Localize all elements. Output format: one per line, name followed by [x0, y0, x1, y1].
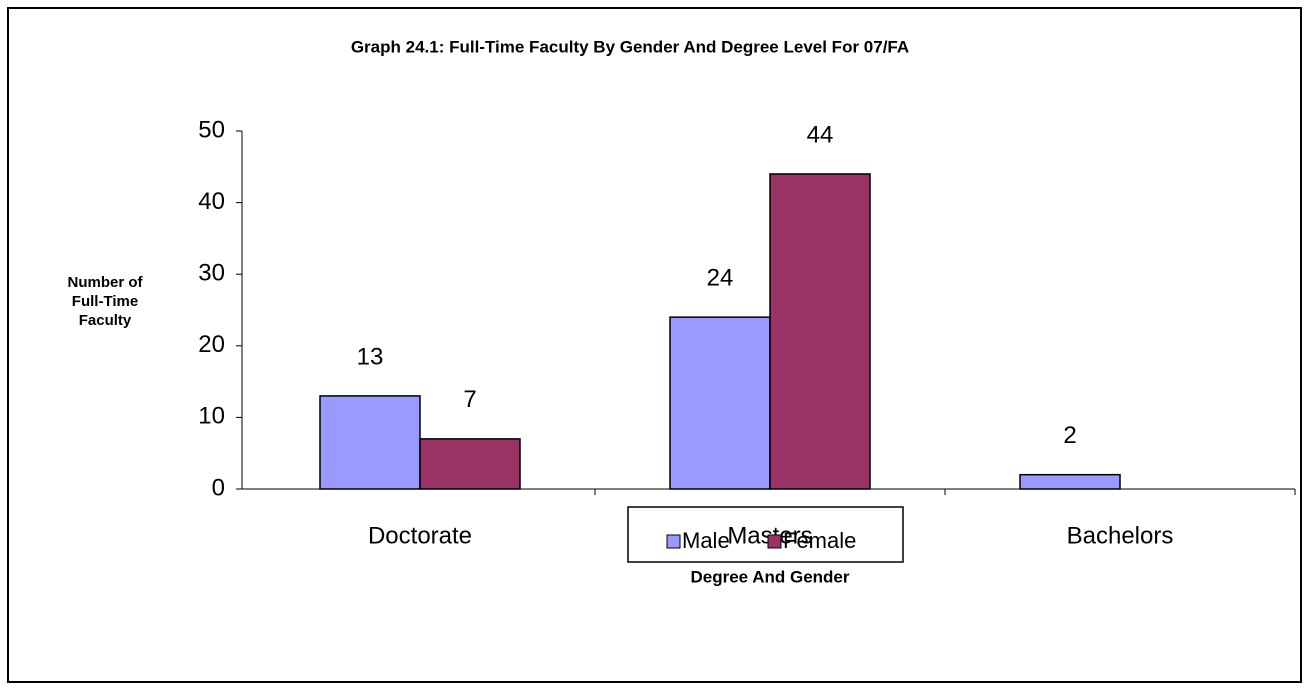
y-axis-label: Faculty: [79, 312, 132, 329]
bar: [1019, 473, 1121, 490]
data-label: 7: [463, 386, 476, 413]
chart-title: Graph 24.1: Full-Time Faculty By Gender …: [351, 37, 909, 56]
data-label: 13: [357, 343, 384, 370]
legend-swatch: [767, 534, 782, 549]
y-tick-label: 10: [198, 403, 225, 430]
y-tick-label: 0: [212, 474, 225, 501]
data-label: 44: [807, 121, 834, 148]
y-tick-label: 50: [198, 116, 225, 143]
bar: [419, 438, 521, 490]
legend-swatch: [666, 534, 681, 549]
bar: [769, 173, 871, 490]
bar: [319, 395, 421, 490]
data-label: 2: [1063, 422, 1076, 449]
legend-label: Male: [682, 528, 730, 553]
y-axis-label: Full-Time: [72, 293, 138, 310]
x-tick-label: Doctorate: [368, 522, 472, 549]
y-tick-label: 20: [198, 331, 225, 358]
y-tick-label: 40: [198, 188, 225, 215]
y-axis-label: Number of: [68, 274, 144, 291]
x-tick-label: Bachelors: [1067, 522, 1174, 549]
chart-border: [7, 7, 1302, 683]
x-axis-label: Degree And Gender: [690, 567, 849, 586]
bar: [669, 316, 771, 490]
data-label: 24: [707, 265, 734, 292]
legend-label: Female: [783, 528, 856, 553]
y-tick-label: 30: [198, 260, 225, 287]
